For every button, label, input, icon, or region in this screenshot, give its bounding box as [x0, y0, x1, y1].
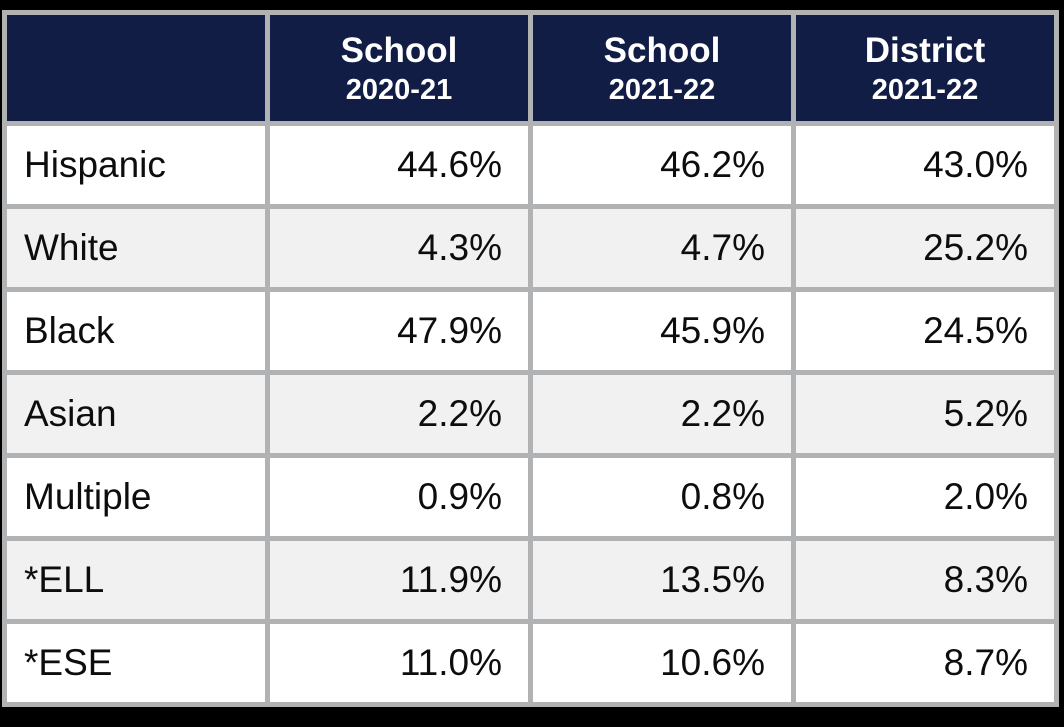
value-cell: 11.0%: [270, 624, 528, 702]
table-row-ell: *ELL 11.9% 13.5% 8.3%: [7, 541, 1054, 619]
value-cell: 11.9%: [270, 541, 528, 619]
row-label-cell: *ESE: [7, 624, 265, 702]
value-cell: 43.0%: [796, 126, 1054, 204]
value-cell: 4.7%: [533, 209, 791, 287]
row-label-cell: Hispanic: [7, 126, 265, 204]
row-label-cell: Black: [7, 292, 265, 370]
header-row: School 2020-21 School 2021-22 District 2021…: [7, 15, 1054, 121]
header-label: District: [864, 31, 986, 70]
value-cell: 5.2%: [796, 375, 1054, 453]
table-header: School 2020-21 School 2021-22 District 2021…: [7, 15, 1054, 121]
value-cell: 24.5%: [796, 292, 1054, 370]
table-row-multiple: Multiple 0.9% 0.8% 2.0%: [7, 458, 1054, 536]
value-cell: 2.2%: [270, 375, 528, 453]
value-cell: 10.6%: [533, 624, 791, 702]
table-body: Hispanic 44.6% 46.2% 43.0% White 4.3% 4.…: [7, 126, 1054, 702]
header-label: School: [603, 31, 721, 70]
column-header-district-2021-22: District 2021-22: [796, 15, 1054, 121]
header-label: School: [340, 31, 458, 70]
value-cell: 2.2%: [533, 375, 791, 453]
value-cell: 46.2%: [533, 126, 791, 204]
value-cell: 0.8%: [533, 458, 791, 536]
table-row-asian: Asian 2.2% 2.2% 5.2%: [7, 375, 1054, 453]
table-row-black: Black 47.9% 45.9% 24.5%: [7, 292, 1054, 370]
value-cell: 8.7%: [796, 624, 1054, 702]
demographics-table: School 2020-21 School 2021-22 District 2021…: [2, 10, 1059, 707]
table-row-ese: *ESE 11.0% 10.6% 8.7%: [7, 624, 1054, 702]
value-cell: 13.5%: [533, 541, 791, 619]
value-cell: 45.9%: [533, 292, 791, 370]
value-cell: 4.3%: [270, 209, 528, 287]
value-cell: 2.0%: [796, 458, 1054, 536]
column-header-school-2020-21: School 2020-21: [270, 15, 528, 121]
header-sublabel: 2020-21: [345, 74, 453, 106]
value-cell: 25.2%: [796, 209, 1054, 287]
value-cell: 0.9%: [270, 458, 528, 536]
header-sublabel: 2021-22: [871, 74, 979, 106]
column-header-empty: [7, 15, 265, 121]
row-label-cell: *ELL: [7, 541, 265, 619]
column-header-school-2021-22: School 2021-22: [533, 15, 791, 121]
value-cell: 47.9%: [270, 292, 528, 370]
row-label-cell: White: [7, 209, 265, 287]
header-sublabel: 2021-22: [608, 74, 716, 106]
table-row-hispanic: Hispanic 44.6% 46.2% 43.0%: [7, 126, 1054, 204]
row-label-cell: Multiple: [7, 458, 265, 536]
row-label-cell: Asian: [7, 375, 265, 453]
value-cell: 8.3%: [796, 541, 1054, 619]
value-cell: 44.6%: [270, 126, 528, 204]
table-row-white: White 4.3% 4.7% 25.2%: [7, 209, 1054, 287]
